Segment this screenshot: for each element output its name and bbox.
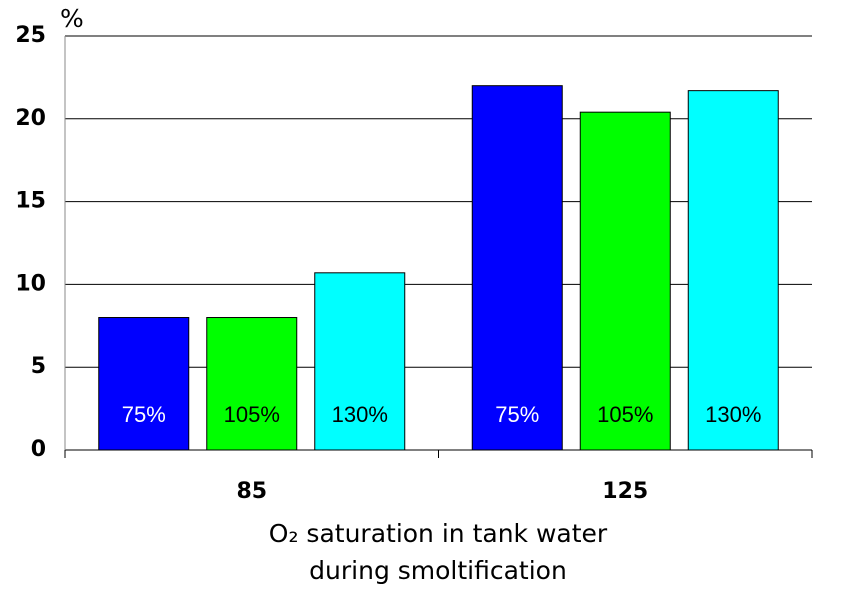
bar: [579, 111, 671, 451]
bar-label: 75%: [495, 402, 539, 427]
bar-label: 105%: [597, 402, 653, 427]
x-tick-label: 85: [236, 479, 267, 504]
bar: [687, 90, 779, 451]
bar: [471, 85, 563, 451]
bar-label: 130%: [705, 402, 761, 427]
x-axis-title: O₂ saturation in tank water: [269, 519, 608, 548]
x-axis-title: during smoltification: [309, 556, 567, 585]
y-tick-label: 15: [15, 189, 46, 214]
x-tick-label: 125: [602, 479, 648, 504]
y-tick-label: 5: [31, 354, 46, 379]
bar: [206, 317, 298, 451]
y-tick-label: 20: [15, 106, 46, 131]
bar-label: 105%: [224, 402, 280, 427]
bar: [314, 272, 406, 451]
y-tick-label: 10: [15, 271, 46, 296]
bar: [98, 317, 190, 451]
y-axis-title: %: [60, 4, 84, 33]
bar-label: 75%: [122, 402, 166, 427]
bar-label: 130%: [332, 402, 388, 427]
y-tick-label: 25: [15, 23, 46, 48]
y-tick-label: 0: [31, 437, 46, 462]
